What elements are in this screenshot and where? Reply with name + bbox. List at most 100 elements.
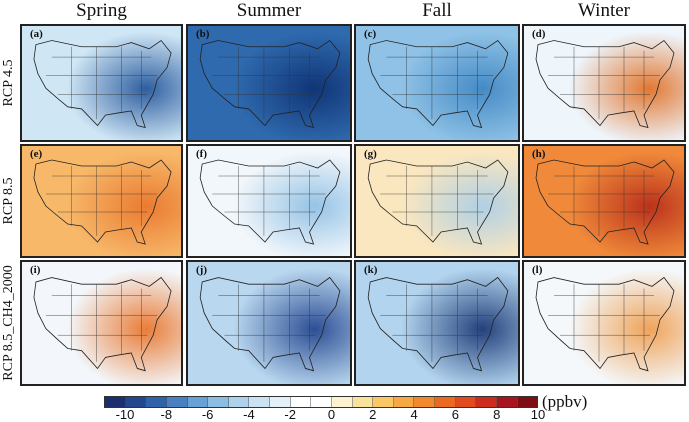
panel-label: (g) xyxy=(364,148,377,160)
panel-label: (i) xyxy=(30,264,41,276)
country-outline xyxy=(367,39,509,129)
colorbar-tick-label: 8 xyxy=(493,407,501,422)
us-map xyxy=(524,146,684,256)
colorbar-tick-label: -4 xyxy=(243,407,255,422)
map-panel: (d) xyxy=(522,24,686,142)
us-map xyxy=(188,146,350,256)
row-label-text: RCP 4.5 xyxy=(1,59,16,107)
colorbar-swatch xyxy=(311,397,332,407)
colorbar-swatch xyxy=(228,397,250,407)
colorbar-swatch xyxy=(146,397,167,407)
colorbar-swatch xyxy=(435,397,456,407)
colorbar-swatch xyxy=(393,397,415,407)
state-borders xyxy=(380,46,494,120)
country-outline xyxy=(535,39,675,129)
panel-label: (f) xyxy=(196,148,207,160)
panel-label: (e) xyxy=(30,148,43,160)
panel-label: (b) xyxy=(196,28,210,40)
colorbar-tick-label: -6 xyxy=(201,407,214,422)
state-borders xyxy=(548,166,660,236)
map-panel: (f) xyxy=(186,144,352,258)
colorbar-tick-label: 4 xyxy=(410,407,418,422)
state-borders xyxy=(45,46,158,120)
colorbar-tick-label: 2 xyxy=(369,407,377,422)
colorbar-swatch xyxy=(270,397,291,407)
country-outline xyxy=(33,39,172,129)
colorbar-swatch xyxy=(352,397,374,407)
country-outline xyxy=(199,39,341,129)
column-title-spring: Spring xyxy=(76,0,127,21)
country-outline xyxy=(33,276,172,372)
country-outline xyxy=(199,276,341,372)
map-panel: (a) xyxy=(20,24,183,142)
colorbar-swatch xyxy=(476,397,497,407)
panel-label: (c) xyxy=(364,28,377,40)
colorbar-swatch xyxy=(187,397,209,407)
us-map xyxy=(356,146,518,256)
column-title-summer: Summer xyxy=(236,0,302,21)
row-label-rcp85: RCP 8.5 xyxy=(0,144,18,258)
colorbar-swatch xyxy=(208,397,229,407)
panel-label: (d) xyxy=(532,28,546,40)
us-map xyxy=(524,26,684,140)
map-panel: (l) xyxy=(522,260,686,386)
column-title-winter: Winter xyxy=(578,0,630,21)
panel-label: (k) xyxy=(364,264,378,276)
state-borders xyxy=(212,166,326,236)
us-map xyxy=(356,262,518,384)
us-map xyxy=(188,26,350,140)
state-borders xyxy=(380,284,494,362)
colorbar-unit: (ppbv) xyxy=(542,392,588,411)
country-outline xyxy=(367,276,509,372)
country-outline xyxy=(367,159,509,245)
state-borders xyxy=(45,284,158,362)
colorbar-tick-label: -2 xyxy=(284,407,296,422)
panel-label: (a) xyxy=(30,28,43,40)
state-borders xyxy=(548,46,660,120)
panel-label: (h) xyxy=(532,148,546,160)
row-label-rcp45: RCP 4.5 xyxy=(0,24,18,142)
country-outline xyxy=(33,159,172,245)
colorbar-tick-label: -10 xyxy=(115,407,135,422)
country-outline xyxy=(199,159,341,245)
colorbar-swatch xyxy=(414,397,435,407)
colorbar-swatch xyxy=(455,397,477,407)
colorbar-tick-label: 0 xyxy=(327,407,336,422)
colorbar-swatch xyxy=(373,397,394,407)
colorbar-swatch xyxy=(290,397,312,407)
map-panel: (j) xyxy=(186,260,352,386)
us-map xyxy=(524,262,684,384)
row-label-text: RCP 8.5_CH4_2000 xyxy=(1,265,16,381)
colorbar-swatch xyxy=(105,397,126,407)
colorbar-tick-label: -8 xyxy=(160,407,173,422)
state-borders xyxy=(548,284,660,362)
panel-label: (j) xyxy=(196,264,207,276)
map-panel: (b) xyxy=(186,24,352,142)
us-map xyxy=(22,146,181,256)
country-outline xyxy=(535,276,675,372)
us-map xyxy=(356,26,518,140)
colorbar-swatch xyxy=(496,397,518,407)
state-borders xyxy=(380,166,494,236)
colorbar-swatch xyxy=(331,397,353,407)
panel-label: (l) xyxy=(532,264,543,276)
colorbar-swatch xyxy=(249,397,270,407)
row-label-rcp85-ch4-2000: RCP 8.5_CH4_2000 xyxy=(0,260,18,386)
map-panel: (i) xyxy=(20,260,183,386)
map-panel: (k) xyxy=(354,260,520,386)
colorbar-tick-label: 10 xyxy=(530,407,546,422)
colorbar-swatch xyxy=(517,397,538,407)
column-title-fall: Fall xyxy=(422,0,452,21)
state-borders xyxy=(45,166,158,236)
country-outline xyxy=(535,159,675,245)
us-map xyxy=(22,262,181,384)
map-panel: (h) xyxy=(522,144,686,258)
us-map xyxy=(188,262,350,384)
colorbar-swatch xyxy=(125,397,147,407)
row-label-text: RCP 8.5 xyxy=(1,177,16,225)
map-panel: (c) xyxy=(354,24,520,142)
colorbar-swatch xyxy=(166,397,188,407)
colorbar-tick-label: 6 xyxy=(451,407,460,422)
colorbar-ticks: -10 -8 -6 -4 -2 0 2 4 6 8 10 xyxy=(0,407,689,422)
state-borders xyxy=(212,46,326,120)
